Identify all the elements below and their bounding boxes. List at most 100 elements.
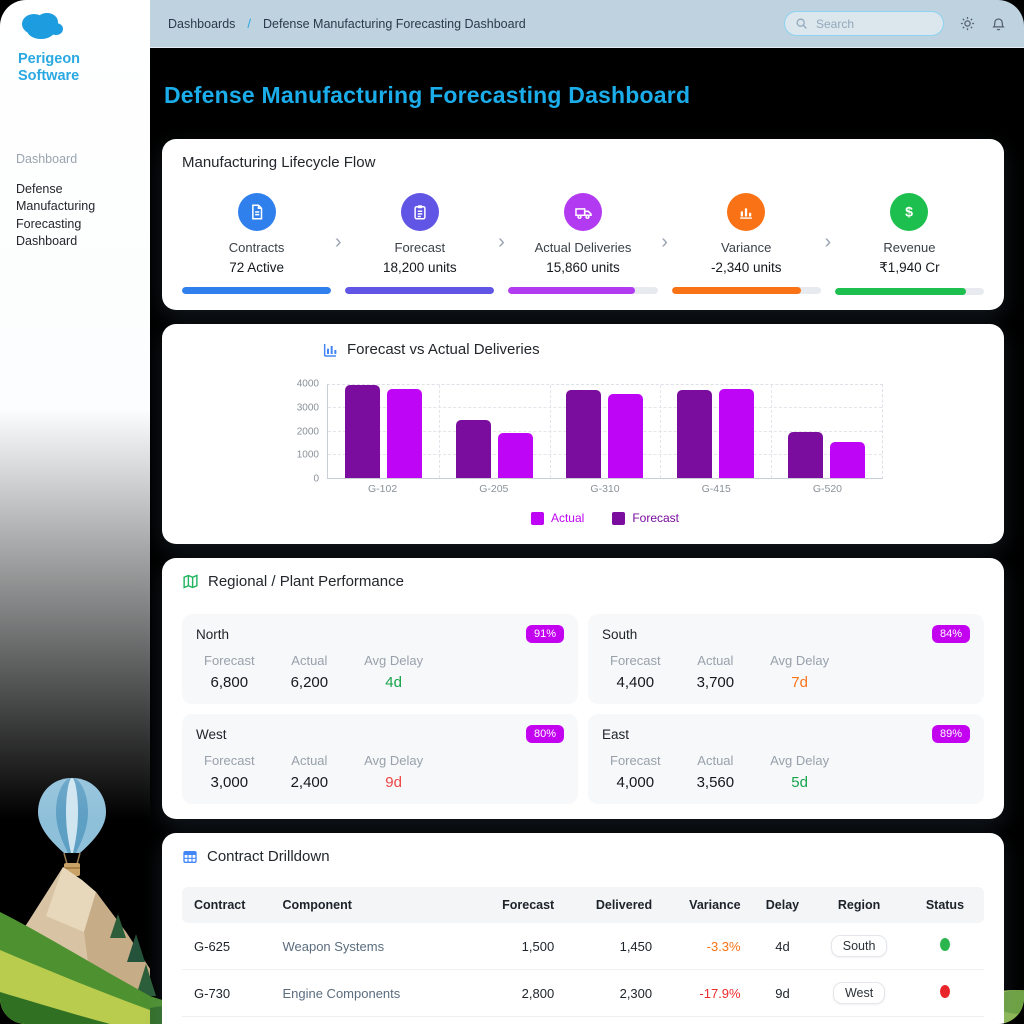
chart-plot — [327, 384, 883, 479]
lifecycle-step: Actual Deliveries 15,860 units — [508, 193, 658, 294]
column-header-status: Status — [905, 887, 984, 923]
bar-actual — [830, 441, 866, 478]
cell-region: South — [812, 923, 906, 970]
cell-contract: G-625 — [182, 923, 271, 970]
table-body: G-625 Weapon Systems 1,500 1,450 -3.3% 4d Sout… — [182, 923, 984, 1024]
chart-x-axis: G-102 G-205 G-310 G-415 G-520 — [327, 483, 883, 495]
bar-forecast — [344, 385, 380, 478]
lifecycle-title: Manufacturing Lifecycle Flow — [182, 154, 376, 171]
region-name: North — [196, 626, 230, 642]
cell-contract: G-835 — [182, 1016, 271, 1024]
column-header-variance: Variance — [664, 887, 753, 923]
step-label: Contracts — [228, 240, 285, 255]
x-tick-label: G-205 — [479, 483, 509, 495]
chart-card: Forecast vs Actual Deliveries 0 1000 2000 3… — [162, 324, 1004, 544]
region-grid: North 91% Forecast 6,800 Actual 6,200 Avg Dela… — [182, 614, 984, 804]
sidebar: Perigeon Software Dashboard Defense Manu… — [0, 0, 150, 1024]
region-performance-badge: 91% — [525, 625, 564, 643]
bar-actual — [608, 394, 644, 478]
cell-delivered: 1,680 — [566, 1016, 665, 1024]
status-dot — [939, 985, 950, 998]
sidebar-section-label: Dashboard — [16, 151, 78, 166]
cell-component: Engine Components — [270, 969, 469, 1017]
cell-delay: 9d — [752, 969, 813, 1017]
region-card-south: South 84% Forecast 4,400 Actual 3,700 Avg Dela… — [588, 614, 984, 704]
column-header-forecast: Forecast — [468, 887, 567, 923]
cell-status — [905, 923, 984, 970]
step-value: 18,200 units — [383, 260, 457, 275]
bar-forecast — [566, 389, 602, 478]
table-row[interactable]: G-835Navigation Systems1,8001,680-6.7%5d… — [182, 1016, 984, 1024]
chevron-right-icon: › — [824, 231, 832, 253]
theme-sun-icon[interactable] — [960, 16, 975, 31]
step-progress — [508, 287, 658, 294]
step-value: ₹1,940 Cr — [879, 260, 940, 275]
notifications-bell-icon[interactable] — [991, 16, 1006, 32]
breadcrumb: Dashboards / Defense Manufacturing Forec… — [168, 16, 526, 31]
bar-forecast — [455, 419, 491, 478]
table-row[interactable]: G-730 Engine Components 2,800 2,300 -17.9% 9d… — [182, 969, 984, 1017]
bar-forecast — [788, 431, 824, 478]
table-icon — [182, 849, 198, 865]
chart-title: Forecast vs Actual Deliveries — [347, 341, 540, 358]
breadcrumb-current-page: Defense Manufacturing Forecasting Dashbo… — [263, 16, 526, 31]
x-tick-label: G-520 — [812, 483, 842, 495]
region-name: South — [602, 626, 638, 642]
column-header-region: Region — [812, 887, 906, 923]
x-tick-label: G-102 — [368, 483, 398, 495]
clipboard-icon — [400, 193, 439, 231]
regional-card: Regional / Plant Performance North 91% For… — [162, 558, 1004, 819]
lifecycle-steps: Contracts 72 Active › Forecast 18,200 units ›… — [182, 193, 985, 295]
bar-chart-icon — [727, 193, 766, 231]
table-row[interactable]: G-625 Weapon Systems 1,500 1,450 -3.3% 4d Sout… — [182, 923, 984, 970]
bar-actual — [386, 388, 422, 478]
step-label: Forecast — [394, 240, 446, 255]
region-performance-badge: 84% — [931, 625, 970, 643]
search-input[interactable] — [814, 15, 924, 32]
cell-variance: -6.7% — [664, 1016, 753, 1024]
cell-component: Navigation Systems — [270, 1016, 469, 1024]
cell-delivered: 2,300 — [566, 969, 665, 1017]
y-tick-label: 0 — [313, 473, 319, 485]
region-performance-badge: 89% — [931, 725, 970, 743]
cell-forecast: 2,800 — [468, 969, 567, 1017]
region-name: West — [196, 726, 227, 742]
chart: 0 1000 2000 3000 4000 G-102 G-205 G-310 G-415 G-… — [283, 379, 883, 525]
cell-variance: -3.3% — [664, 923, 753, 970]
drilldown-table: Contract Component Forecast Delivered Varian… — [182, 887, 984, 1024]
search-box[interactable] — [784, 11, 944, 36]
cell-forecast: 1,800 — [468, 1016, 567, 1024]
regional-title: Regional / Plant Performance — [208, 573, 404, 590]
sidebar-item-defense-dashboard[interactable]: Defense Manufacturing Forecasting Dashbo… — [16, 181, 96, 249]
bar-group — [328, 385, 439, 478]
chart-legend: Actual Forecast — [327, 511, 883, 525]
step-label: Actual Deliveries — [534, 240, 632, 255]
step-label: Variance — [721, 240, 772, 255]
lifecycle-card: Manufacturing Lifecycle Flow Contracts 72… — [162, 139, 1004, 310]
status-dot — [939, 938, 950, 951]
breadcrumb-separator: / — [247, 16, 252, 31]
region-pill: West — [832, 982, 886, 1004]
map-icon — [182, 573, 199, 590]
drilldown-card: Contract Drilldown Contract Component Fore… — [162, 833, 1004, 1024]
drilldown-title: Contract Drilldown — [207, 848, 330, 865]
breadcrumb-dashboards[interactable]: Dashboards — [168, 16, 236, 31]
column-header-contract: Contract — [182, 887, 271, 923]
chevron-right-icon: › — [498, 231, 505, 253]
page-title: Defense Manufacturing Forecasting Dashbo… — [164, 82, 691, 108]
cell-delay: 4d — [752, 923, 813, 970]
step-progress — [182, 287, 332, 294]
region-card-north: North 91% Forecast 6,800 Actual 6,200 Avg Dela… — [182, 614, 578, 704]
cell-status — [905, 1016, 984, 1024]
region-card-east: East 89% Forecast 4,000 Actual 3,560 Avg Delay… — [588, 714, 984, 804]
bar-chart-icon — [322, 342, 338, 358]
brand-cloud-logo[interactable] — [18, 10, 150, 47]
cell-status — [905, 969, 984, 1017]
brand-name[interactable]: Perigeon Software — [18, 51, 81, 85]
step-value: 72 Active — [229, 260, 284, 275]
top-bar: Dashboards / Defense Manufacturing Forec… — [150, 0, 1024, 48]
step-progress — [671, 287, 821, 294]
step-progress — [834, 288, 985, 295]
bar-group — [550, 385, 661, 478]
